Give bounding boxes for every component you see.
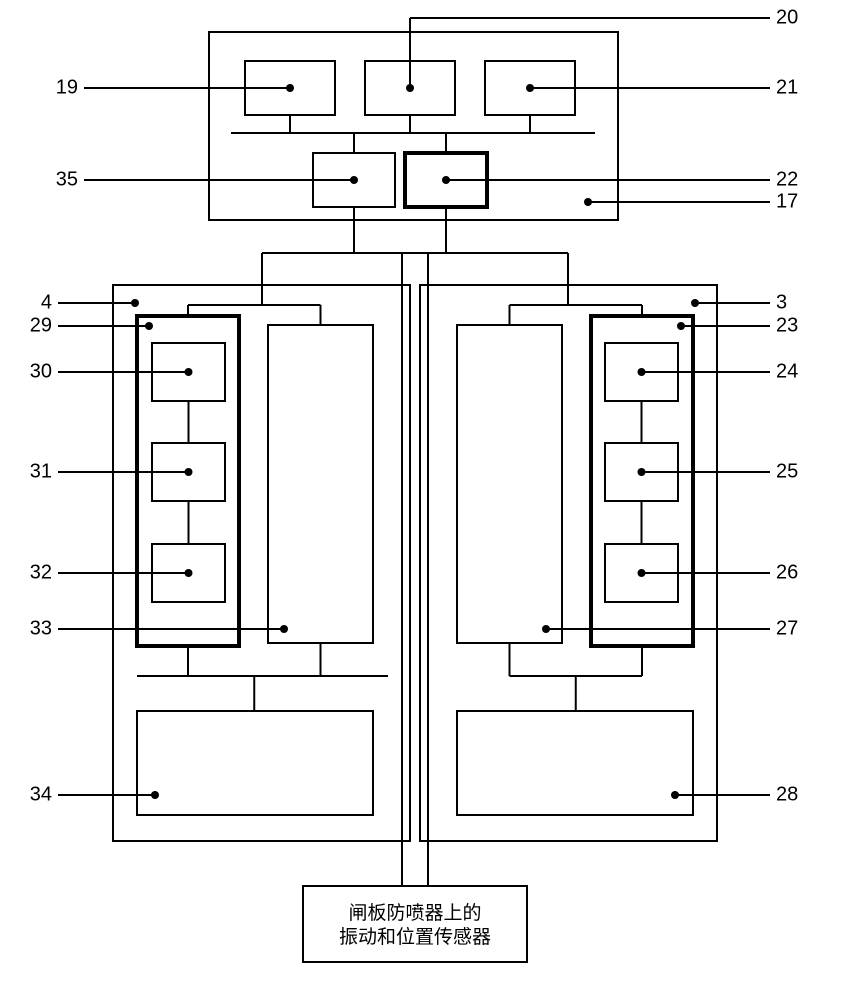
svg-text:33: 33 [30, 617, 52, 639]
svg-text:4: 4 [41, 291, 52, 313]
svg-text:31: 31 [30, 460, 52, 482]
svg-text:26: 26 [776, 561, 798, 583]
svg-text:34: 34 [30, 783, 52, 805]
svg-text:20: 20 [776, 6, 798, 28]
svg-text:30: 30 [30, 360, 52, 382]
svg-text:24: 24 [776, 360, 798, 382]
svg-text:28: 28 [776, 783, 798, 805]
svg-text:35: 35 [56, 168, 78, 190]
svg-text:17: 17 [776, 190, 798, 212]
svg-text:21: 21 [776, 76, 798, 98]
svg-text:闸板防喷器上的: 闸板防喷器上的 [348, 902, 481, 924]
svg-text:22: 22 [776, 168, 798, 190]
svg-text:29: 29 [30, 314, 52, 336]
svg-text:23: 23 [776, 314, 798, 336]
svg-text:25: 25 [776, 460, 798, 482]
svg-text:振动和位置传感器: 振动和位置传感器 [339, 926, 491, 948]
svg-text:3: 3 [776, 291, 787, 313]
svg-text:19: 19 [56, 76, 78, 98]
svg-text:27: 27 [776, 617, 798, 639]
svg-text:32: 32 [30, 561, 52, 583]
